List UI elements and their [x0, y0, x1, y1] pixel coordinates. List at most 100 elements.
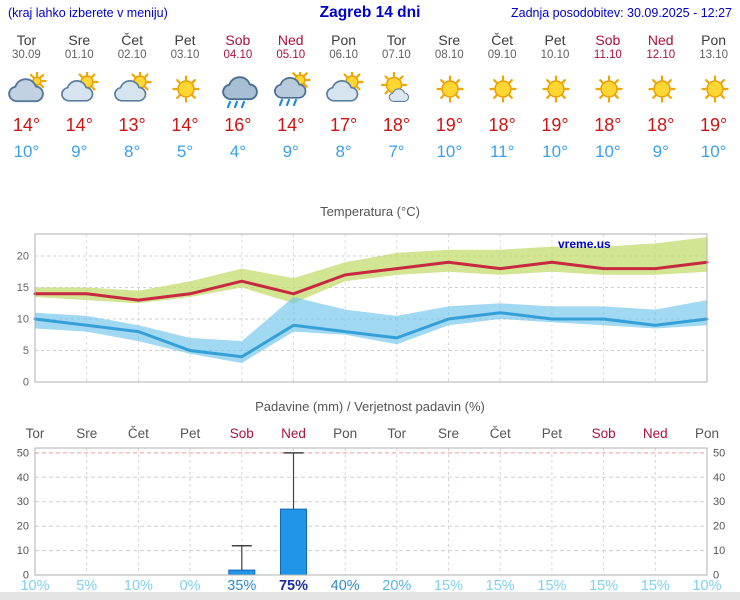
high-temp: 14° [65, 115, 93, 135]
precip-day-label: Sre [438, 426, 459, 441]
day-date: 05.10 [276, 49, 306, 61]
precip-probability: 75% [279, 578, 308, 594]
low-temp: 11° [489, 142, 515, 161]
forecast-day-08-10[interactable]: Sre 08.10 19° 10° [423, 30, 476, 162]
day-name: Ned [647, 32, 674, 48]
day-name: Sob [595, 32, 621, 48]
precip-day-label: Čet [128, 426, 149, 441]
sunny-icon [436, 75, 464, 103]
sunny-icon [700, 75, 729, 103]
high-temp: 19° [435, 115, 463, 135]
precip-probability: 5% [76, 578, 97, 594]
high-temp: 18° [488, 115, 516, 135]
precip-probability: 15% [434, 578, 463, 594]
low-temp: 4° [229, 142, 246, 161]
precip-y-tick-right: 0 [713, 570, 719, 582]
forecast-day-11-10[interactable]: Sob 11.10 18° 10° [581, 30, 634, 162]
precip-probability: 10% [124, 578, 153, 594]
weather-icon-sunny [529, 72, 582, 110]
precipitation-chart: Tor Sre Čet Pet Sob Ned Pon Tor Sre Čet Pet Sob Ned P… [17, 426, 726, 594]
weather-icon-partly-cloudy [53, 70, 106, 110]
high-temp: 16° [224, 115, 252, 135]
precip-day-label: Pet [180, 426, 201, 441]
sunny-icon [172, 75, 200, 103]
precip-probability: 15% [641, 578, 670, 594]
forecast-day-07-10[interactable]: Tor 07.10 18° 7° [370, 30, 423, 162]
day-name: Sre [438, 32, 461, 48]
forecast-day-10-10[interactable]: Pet 10.10 19° 10° [529, 30, 582, 162]
forecast-day-12-10[interactable]: Ned 12.10 18° 9° [634, 30, 687, 162]
high-temp: 19° [541, 115, 569, 135]
precip-day-label: Sre [76, 426, 97, 441]
weather-icon-sunny [687, 72, 740, 110]
high-temp: 19° [699, 115, 728, 135]
forecast-day-04-10[interactable]: Sob 04.10 16° 4° [211, 30, 264, 162]
precip-y-tick-left: 10 [17, 545, 29, 557]
day-date: 03.10 [170, 49, 200, 61]
precip-day-label: Ned [643, 426, 668, 441]
sunny-icon [542, 75, 570, 103]
precip-probability: 10% [692, 578, 721, 594]
forecast-day-30-09[interactable]: Tor 30.09 14° 10° [0, 30, 53, 162]
precip-probability: 15% [589, 578, 618, 594]
day-date: 30.09 [12, 49, 41, 61]
low-temp: 10° [542, 142, 568, 161]
high-temp: 18° [382, 115, 411, 135]
day-date: 10.10 [540, 49, 570, 61]
forecast-day-03-10[interactable]: Pet 03.10 14° 5° [159, 30, 212, 162]
low-temp: 9° [282, 142, 299, 161]
forecast-day-06-10[interactable]: Pon 06.10 17° 8° [317, 30, 370, 162]
precip-day-label: Tor [387, 426, 406, 441]
day-date: 09.10 [487, 49, 517, 61]
precip-day-label: Pon [333, 426, 357, 441]
day-date: 01.10 [64, 49, 94, 61]
precip-day-label: Čet [490, 426, 511, 441]
forecast-day-13-10[interactable]: Pon 13.10 19° 10° [687, 30, 740, 162]
low-temp: 7° [388, 142, 405, 161]
precip-probability: 20% [382, 578, 411, 594]
precip-y-tick-right: 40 [713, 472, 725, 484]
precip-bar [228, 569, 256, 576]
day-date: 13.10 [699, 49, 728, 61]
weather-icon-sunny [634, 72, 687, 110]
weather-icon-sunny [581, 72, 634, 110]
low-temp: 10° [436, 142, 463, 161]
low-temp: 9° [71, 142, 88, 161]
day-name: Čet [121, 32, 144, 48]
day-date: 04.10 [223, 49, 253, 61]
weather-icon-rain [211, 72, 264, 110]
weather-icon-sunny [159, 72, 212, 110]
precip-probability: 0% [180, 578, 201, 594]
day-name: Ned [277, 32, 304, 48]
high-temp: 18° [594, 115, 622, 135]
day-date: 07.10 [382, 49, 411, 61]
forecast-day-05-10[interactable]: Ned 05.10 14° 9° [264, 30, 317, 162]
sun-rain-icon [273, 69, 311, 107]
partly-cloudy-icon [61, 70, 99, 102]
mostly-sunny-icon [381, 71, 410, 102]
forecast-day-01-10[interactable]: Sre 01.10 14° 9° [53, 30, 106, 162]
low-temp: 5° [176, 142, 194, 161]
forecast-day-09-10[interactable]: Čet 09.10 18° 11° [476, 30, 529, 162]
precip-day-label: Ned [281, 426, 306, 441]
precip-bar [280, 508, 307, 576]
precip-y-tick-right: 20 [713, 521, 725, 533]
high-temp: 18° [647, 115, 675, 135]
high-temp: 14° [277, 115, 305, 135]
precip-y-tick-left: 30 [17, 496, 29, 508]
low-temp: 10° [13, 142, 40, 161]
last-updated: Zadnja posodobitev: 30.09.2025 - 12:27 [510, 6, 732, 20]
precip-day-label: Tor [26, 426, 45, 441]
temp-y-tick: 0 [23, 377, 29, 389]
precip-y-tick-right: 10 [713, 545, 725, 557]
precip-y-tick-left: 20 [17, 521, 29, 533]
sunny-icon [648, 75, 676, 103]
precip-day-label: Sob [230, 426, 254, 441]
precip-probability: 40% [331, 578, 360, 594]
forecast-day-02-10[interactable]: Čet 02.10 13° 8° [106, 30, 159, 162]
temp-line [33, 260, 709, 302]
precip-day-label: Sob [592, 426, 616, 441]
sunny-icon [595, 75, 623, 103]
weather-icon-partly-cloudy [106, 70, 159, 110]
precipitation-chart-title: Padavine (mm) / Verjetnost padavin (%) [255, 399, 485, 414]
